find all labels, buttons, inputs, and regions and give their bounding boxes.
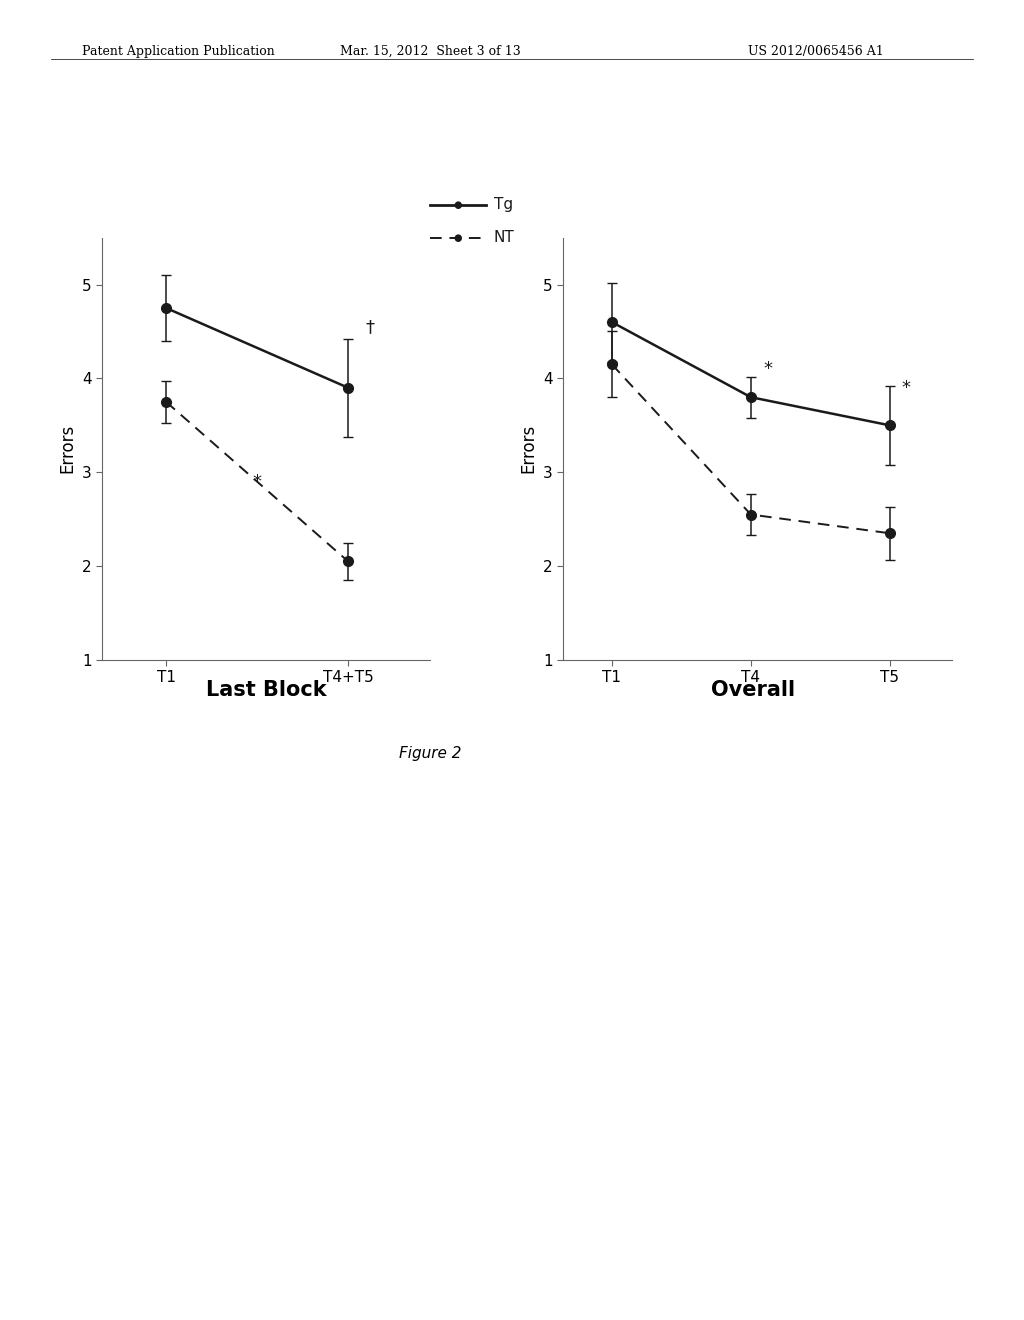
Text: *: *	[763, 360, 772, 378]
Text: Overall: Overall	[711, 680, 795, 700]
Text: Figure 2: Figure 2	[398, 746, 462, 760]
Text: NT: NT	[494, 230, 514, 246]
Text: Last Block: Last Block	[206, 680, 327, 700]
Text: ●: ●	[454, 232, 462, 243]
Text: †: †	[366, 318, 375, 335]
Text: Patent Application Publication: Patent Application Publication	[82, 45, 274, 58]
Text: ●: ●	[454, 199, 462, 210]
Y-axis label: Errors: Errors	[519, 424, 538, 474]
Text: US 2012/0065456 A1: US 2012/0065456 A1	[748, 45, 884, 58]
Text: Tg: Tg	[494, 197, 513, 213]
Text: *: *	[902, 379, 911, 397]
Text: Mar. 15, 2012  Sheet 3 of 13: Mar. 15, 2012 Sheet 3 of 13	[340, 45, 520, 58]
Text: *: *	[253, 473, 262, 491]
Y-axis label: Errors: Errors	[58, 424, 77, 474]
